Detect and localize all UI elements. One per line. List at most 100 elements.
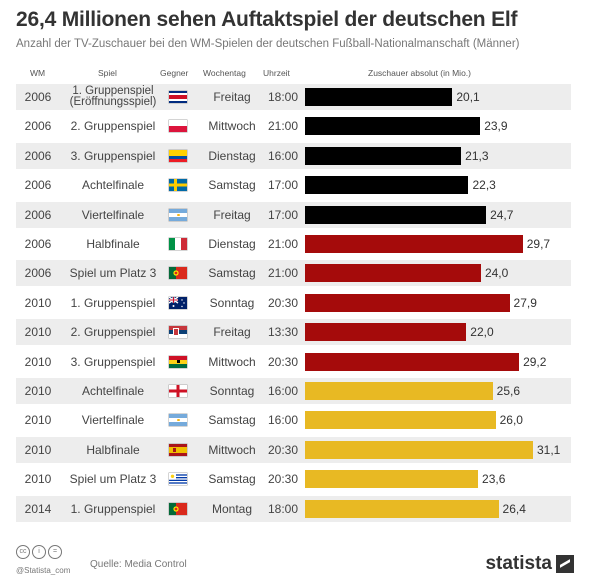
bar [305,293,510,312]
chart-row: 2014 1. Gruppenspiel Montag 18:00 26,4 [16,495,571,522]
sweden-flag [169,179,187,192]
row-wm: 2010 [24,472,52,487]
row-gegner [166,319,190,345]
bar-cell: 20,1 [305,84,571,110]
chart-row: 2006 2. Gruppenspiel Mittwoch 21:00 23,9 [16,113,571,139]
row-uhrzeit: 16:00 [267,413,299,428]
row-gegner [166,496,190,522]
bar [305,117,481,136]
footer-handle: @Statista_com [16,566,71,575]
row-wochentag: Freitag [213,325,251,340]
bar-cell: 26,4 [305,496,571,522]
chart-row: 2010 2. Gruppenspiel Freitag 13:30 22,0 [16,319,571,346]
bar-cell: 24,7 [305,202,571,228]
row-spiel: Achtelfinale [81,384,145,398]
row-wm: 2010 [24,442,52,457]
row-spiel: 1. Gruppenspiel (Eröffnungsspiel) [69,85,157,108]
bar [305,146,462,165]
chart-row: 2006 Achtelfinale Samstag 17:00 22,3 [16,172,571,198]
brand-name: statista [485,553,552,574]
header-wochentag: Wochentag [203,68,246,78]
bar [305,352,520,371]
chart-subtitle: Anzahl der TV-Zuschauer bei den WM-Spiel… [16,38,520,50]
row-gegner [166,290,190,316]
row-gegner [166,143,190,169]
row-wm: 2006 [24,237,52,251]
ghana-flag [169,355,187,368]
row-wm: 2010 [24,295,52,310]
bar [305,323,467,342]
bar-cell: 29,7 [305,231,571,257]
bar [305,411,496,430]
row-spiel: Halbfinale [86,442,140,457]
bar-cell: 31,1 [305,437,571,463]
row-wochentag: Sonntag [209,295,255,310]
chart-row: 2010 1. Gruppenspiel Sonntag 20:30 27,9 [16,290,571,316]
row-wochentag: Samstag [208,472,256,487]
row-uhrzeit: 18:00 [267,90,299,104]
bar [305,235,523,253]
row-uhrzeit: 17:00 [267,178,299,193]
bar-value-label: 24,7 [490,207,514,222]
row-gegner [166,172,190,198]
row-wm: 2014 [24,501,52,516]
row-uhrzeit: 20:30 [267,354,299,369]
bar [305,382,493,400]
bar-cell: 22,3 [305,172,571,198]
argentina-flag [169,208,187,221]
bar-value-label: 22,0 [470,325,494,340]
row-wochentag: Dienstag [208,237,256,251]
row-wochentag: Mittwoch [208,119,256,134]
row-wochentag: Freitag [213,207,251,222]
bar-value-label: 31,1 [537,442,561,457]
chart-row: 2006 3. Gruppenspiel Dienstag 16:00 21,3 [16,142,571,169]
row-wm: 2006 [24,148,52,163]
bar-cell: 24,0 [305,260,571,286]
row-wochentag: Samstag [208,266,256,281]
row-gegner [166,231,190,257]
bar-cell: 29,2 [305,349,571,375]
bar [305,470,479,489]
by-icon: i [32,545,46,559]
chart-row: 2010 3. Gruppenspiel Mittwoch 20:30 29,2 [16,349,571,375]
bar-value-label: 21,3 [465,148,489,163]
argentina-flag [169,414,187,427]
italy-flag [169,238,187,250]
england-flag [169,385,187,397]
bar-value-label: 26,0 [499,413,523,428]
row-wochentag: Freitag [213,90,251,104]
row-uhrzeit: 16:00 [267,148,299,163]
row-wm: 2006 [24,119,52,134]
row-wm: 2010 [24,413,52,428]
row-gegner [166,260,190,286]
row-uhrzeit: 20:30 [267,295,299,310]
bar-cell: 23,9 [305,113,571,139]
row-wochentag: Sonntag [209,384,255,398]
bar-value-label: 29,7 [526,237,551,251]
row-spiel: Viertelfinale [81,413,145,428]
header-spiel: Spiel [98,68,117,78]
row-uhrzeit: 18:00 [267,501,299,516]
brand-logo[interactable]: statista [485,553,574,575]
chart-title: 26,4 Millionen sehen Auftaktspiel der de… [16,8,518,31]
row-wochentag: Samstag [208,178,256,193]
bar-value-label: 23,9 [484,119,508,134]
nd-icon: = [48,545,62,559]
row-wm: 2006 [24,90,52,104]
row-uhrzeit: 20:30 [267,442,299,457]
row-wochentag: Dienstag [208,148,256,163]
row-uhrzeit: 13:30 [267,325,299,340]
row-gegner [166,349,190,375]
bar-value-label: 24,0 [484,266,509,281]
bar-value-label: 25,6 [496,384,521,398]
row-spiel: Viertelfinale [81,207,145,222]
cc-icon: cc [16,545,30,559]
row-uhrzeit: 21:00 [267,237,299,251]
row-wochentag: Mittwoch [208,354,256,369]
chart-row: 2010 Achtelfinale Sonntag 16:00 25,6 [16,378,571,404]
row-gegner [166,113,190,139]
row-wochentag: Montag [211,501,253,516]
header-uhrzeit: Uhrzeit [263,68,290,78]
row-wochentag: Mittwoch [208,442,256,457]
bar [305,88,453,106]
